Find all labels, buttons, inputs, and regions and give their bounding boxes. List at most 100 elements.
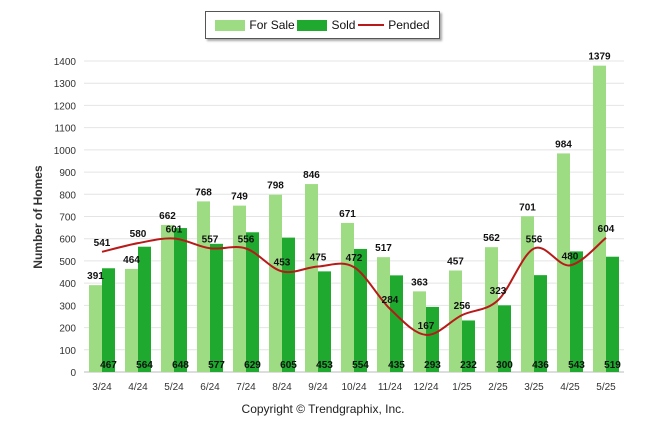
bar-sold [102, 268, 115, 372]
bar-sold [174, 228, 187, 372]
pended-series-line [101, 237, 607, 336]
data-label-pended: 167 [418, 321, 435, 332]
data-label-for-sale: 798 [267, 181, 284, 192]
legend-item-sold: Sold [297, 18, 355, 32]
bar-for-sale [449, 270, 462, 372]
data-label-sold: 543 [568, 360, 585, 371]
bar-sold [534, 275, 547, 372]
bar-for-sale [377, 257, 390, 372]
data-label-pended: 453 [274, 257, 291, 268]
data-label-sold: 435 [388, 360, 405, 371]
data-label-pended: 284 [382, 295, 399, 306]
x-tick-label: 11/24 [378, 382, 403, 393]
data-label-for-sale: 846 [303, 170, 320, 181]
x-tick-label: 12/24 [413, 382, 438, 393]
data-label-sold: 629 [244, 360, 261, 371]
y-tick-label: 600 [59, 235, 76, 246]
x-tick-label: 1/25 [452, 382, 472, 393]
x-tick-label: 4/25 [560, 382, 580, 393]
data-label-pended: 323 [490, 286, 507, 297]
data-label-pended: 557 [202, 234, 219, 245]
x-tick-label: 3/25 [524, 382, 544, 393]
legend-label-for-sale: For Sale [249, 18, 295, 32]
x-tick-label: 6/24 [200, 382, 220, 393]
data-label-sold: 577 [208, 360, 225, 371]
data-label-for-sale: 464 [123, 255, 140, 266]
data-label-for-sale: 671 [339, 209, 356, 220]
data-label-for-sale: 517 [375, 243, 392, 254]
x-tick-label: 4/24 [128, 382, 148, 393]
data-label-sold: 519 [604, 360, 621, 371]
data-label-for-sale: 457 [447, 256, 464, 267]
x-tick-label: 10/24 [341, 382, 366, 393]
legend-item-for-sale: For Sale [215, 18, 295, 32]
data-label-pended: 480 [562, 251, 579, 262]
y-tick-label: 800 [59, 190, 76, 201]
bar-for-sale [341, 222, 354, 372]
y-tick-label: 500 [59, 257, 76, 268]
data-label-sold: 300 [496, 360, 513, 371]
bar-sold [138, 246, 151, 372]
data-label-for-sale: 701 [519, 202, 536, 213]
bar-for-sale [197, 201, 210, 372]
x-tick-label: 7/24 [236, 382, 256, 393]
bar-for-sale [89, 285, 102, 372]
legend-swatch-pended [358, 24, 385, 26]
y-tick-label: 1200 [54, 101, 77, 112]
legend-label-pended: Pended [388, 18, 430, 32]
data-label-sold: 564 [136, 360, 153, 371]
data-label-pended: 580 [130, 229, 147, 240]
y-tick-label: 700 [59, 213, 76, 224]
data-label-pended: 475 [310, 252, 327, 263]
data-label-sold: 554 [352, 360, 369, 371]
bar-sold [426, 306, 439, 372]
y-tick-label: 1400 [54, 57, 77, 68]
data-label-pended: 256 [454, 301, 471, 312]
bar-for-sale [593, 65, 606, 372]
data-label-for-sale: 391 [87, 271, 104, 282]
legend-label-sold: Sold [331, 18, 356, 32]
y-tick-label: 0 [70, 368, 76, 379]
x-tick-label: 8/24 [272, 382, 292, 393]
data-label-pended: 472 [346, 253, 363, 264]
y-tick-label: 900 [59, 168, 76, 179]
bar-for-sale [521, 216, 534, 372]
data-label-pended: 556 [238, 234, 255, 245]
data-label-pended: 556 [526, 234, 543, 245]
bar-sold [606, 256, 619, 372]
bar-sold [210, 243, 223, 372]
data-label-for-sale: 1379 [588, 52, 611, 63]
y-tick-label: 1100 [54, 124, 76, 135]
bar-for-sale [161, 224, 174, 372]
bar-sold [390, 275, 403, 372]
x-tick-label: 9/24 [308, 382, 328, 393]
bar-for-sale [305, 184, 318, 372]
x-tick-label: 5/25 [596, 382, 616, 393]
bar-sold [570, 251, 583, 372]
bar-for-sale [485, 247, 498, 372]
legend-swatch-sold [297, 19, 328, 31]
bar-sold [246, 232, 259, 372]
x-tick-label: 5/24 [164, 382, 184, 393]
data-label-pended: 601 [166, 224, 183, 235]
y-tick-label: 400 [59, 279, 76, 290]
bar-sold [462, 320, 475, 372]
legend-swatch-for-sale [215, 19, 246, 31]
bar-sold [318, 271, 331, 372]
data-label-sold: 232 [460, 360, 477, 371]
chart-legend: For Sale Sold Pended [205, 11, 440, 39]
y-tick-label: 1300 [54, 79, 77, 90]
bar-sold [354, 248, 367, 372]
y-tick-label: 300 [59, 301, 76, 312]
data-label-sold: 453 [316, 360, 333, 371]
data-label-for-sale: 768 [195, 187, 212, 198]
data-label-sold: 467 [100, 360, 117, 371]
bar-for-sale [233, 205, 246, 372]
y-tick-label: 1000 [54, 146, 77, 157]
data-label-for-sale: 984 [555, 139, 572, 150]
data-label-pended: 541 [94, 238, 111, 249]
x-tick-label: 3/24 [92, 382, 112, 393]
data-label-sold: 605 [280, 360, 297, 371]
y-tick-label: 200 [59, 324, 76, 335]
bar-for-sale [557, 153, 570, 372]
